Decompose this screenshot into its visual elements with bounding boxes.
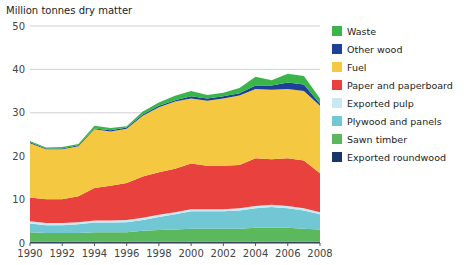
chart: 0 10 20 30 40 50 1990 1992 1994 1996 1998 2000 2002 2… (0, 0, 470, 265)
x-tick (62, 243, 63, 246)
legend-swatch (332, 116, 342, 126)
legend-swatch (332, 44, 342, 54)
y-tick-label: 30 (12, 107, 25, 118)
x-tick-label: 1992 (49, 248, 74, 259)
legend-swatch (332, 152, 342, 162)
y-tick-label: 50 (12, 21, 25, 32)
x-tick-label: 1994 (82, 248, 107, 259)
legend-label: Exported roundwood (347, 152, 446, 163)
x-tick-label: 2006 (275, 248, 300, 259)
areas (30, 74, 320, 243)
area (30, 242, 320, 243)
y-axis-label: Million tonnes dry matter (6, 5, 133, 16)
x-tick-label: 1998 (146, 248, 171, 259)
x-tick-label: 2008 (307, 248, 332, 259)
legend-label: Plywood and panels (347, 116, 442, 127)
x-tick (94, 243, 95, 246)
legend: Waste Other wood Fuel Paper and paperboard E… (332, 26, 453, 163)
y-tick-label: 10 (12, 194, 25, 205)
legend-swatch (332, 26, 342, 36)
legend-label: Fuel (347, 62, 366, 73)
x-tick-label: 1990 (17, 248, 42, 259)
y-tick-label: 0 (19, 238, 25, 249)
legend-swatch (332, 134, 342, 144)
legend-label: Paper and paperboard (347, 80, 453, 91)
legend-label: Other wood (347, 44, 402, 55)
x-tick (126, 243, 127, 246)
y-tick-label: 40 (12, 64, 25, 75)
area (30, 82, 320, 149)
legend-label: Exported pulp (347, 98, 414, 109)
legend-label: Sawn timber (347, 134, 407, 145)
x-tick-label: 2000 (178, 248, 203, 259)
x-tick (320, 243, 321, 246)
area (30, 74, 320, 149)
grid-line (30, 26, 320, 27)
x-tick (30, 243, 31, 246)
x-tick (223, 243, 224, 246)
grid-line (30, 243, 320, 244)
x-tick (191, 243, 192, 246)
x-tick (158, 243, 159, 246)
legend-label: Waste (347, 26, 376, 37)
x-tick-label: 2002 (211, 248, 236, 259)
y-tick-label: 20 (12, 151, 25, 162)
y-grid (30, 26, 320, 243)
legend-swatch (332, 80, 342, 90)
area (30, 89, 320, 199)
legend-swatch (332, 98, 342, 108)
x-tick-label: 1996 (114, 248, 139, 259)
legend-swatch (332, 62, 342, 72)
x-tick (255, 243, 256, 246)
x-tick-label: 2004 (243, 248, 268, 259)
x-axis-line (30, 243, 320, 244)
x-tick (287, 243, 288, 246)
grid-line (30, 69, 320, 70)
